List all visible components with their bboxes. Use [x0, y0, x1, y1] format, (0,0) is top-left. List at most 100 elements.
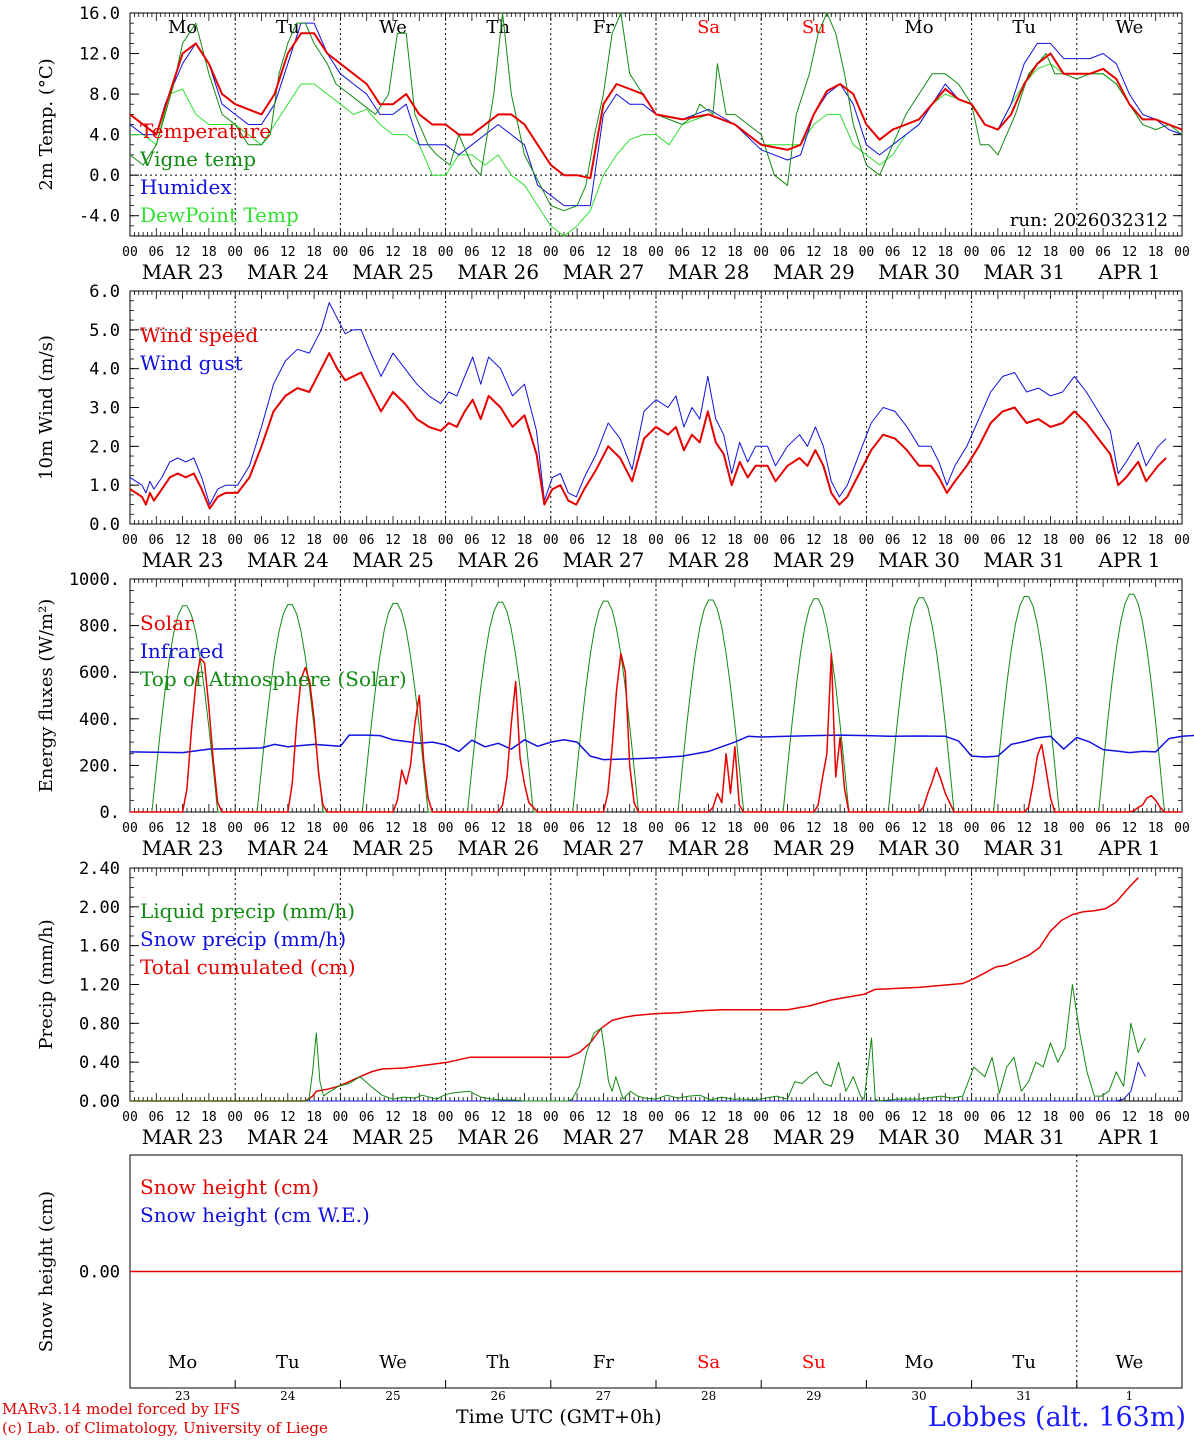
- hour-tick-label: 12: [280, 245, 296, 260]
- date-label: MAR 23: [142, 1125, 224, 1149]
- date-label: MAR 25: [352, 836, 434, 860]
- hour-tick-label: 00: [122, 1110, 138, 1125]
- hour-tick-label: 00: [859, 1110, 875, 1125]
- date-label: APR 1: [1097, 1125, 1160, 1149]
- y-tick-label: 6.0: [89, 282, 120, 302]
- y-tick-label: 4.0: [89, 360, 120, 380]
- date-label: MAR 31: [983, 548, 1065, 572]
- hour-tick-label: 00: [543, 533, 559, 548]
- series-line-infrared: [129, 734, 1194, 761]
- day-of-week-label: Fr: [593, 1352, 614, 1373]
- date-label: MAR 26: [457, 836, 539, 860]
- hour-tick-label: 00: [438, 245, 454, 260]
- hour-tick-label: 00: [648, 821, 664, 836]
- run-label: run: 2026032312: [1010, 210, 1168, 231]
- day-number-label: 27: [596, 1389, 611, 1403]
- hour-tick-label: 00: [753, 245, 769, 260]
- hour-tick-label: 12: [1016, 533, 1032, 548]
- hour-tick-label: 18: [1043, 821, 1059, 836]
- hour-tick-label: 06: [780, 1110, 796, 1125]
- hour-tick-label: 12: [1122, 245, 1138, 260]
- hour-tick-label: 00: [1069, 245, 1085, 260]
- hour-tick-label: 00: [753, 821, 769, 836]
- date-label: MAR 28: [668, 836, 750, 860]
- hour-tick-label: 18: [1148, 1110, 1164, 1125]
- date-label: MAR 26: [457, 548, 539, 572]
- legend-entry: Wind speed: [140, 323, 258, 347]
- day-of-week-label: Mo: [904, 17, 933, 38]
- day-number-label: 24: [280, 1389, 296, 1403]
- date-label: MAR 28: [668, 260, 750, 284]
- y-tick-label: 5.0: [89, 321, 120, 341]
- date-label: MAR 30: [878, 836, 960, 860]
- hour-tick-label: 06: [254, 1110, 270, 1125]
- date-label: MAR 27: [563, 1125, 645, 1149]
- date-label: MAR 31: [983, 836, 1065, 860]
- hour-tick-label: 12: [806, 821, 822, 836]
- hour-tick-label: 00: [1174, 533, 1190, 548]
- hour-tick-label: 12: [911, 533, 927, 548]
- hour-tick-label: 06: [254, 533, 270, 548]
- hour-tick-label: 06: [990, 245, 1006, 260]
- day-of-week-label: We: [379, 17, 407, 38]
- legend-entry: Snow height (cm): [140, 1175, 319, 1199]
- y-tick-label: 12.0: [79, 45, 120, 65]
- hour-tick-label: 18: [201, 533, 217, 548]
- hour-tick-label: 18: [517, 1110, 533, 1125]
- hour-tick-label: 00: [1069, 533, 1085, 548]
- hour-tick-label: 06: [990, 533, 1006, 548]
- hour-tick-label: 06: [464, 533, 480, 548]
- date-label: MAR 30: [878, 1125, 960, 1149]
- hour-tick-label: 00: [859, 245, 875, 260]
- hour-tick-label: 00: [438, 533, 454, 548]
- hour-tick-label: 00: [227, 245, 243, 260]
- hour-tick-label: 00: [648, 1110, 664, 1125]
- day-of-week-label: We: [379, 1352, 407, 1373]
- hour-tick-label: 12: [1122, 533, 1138, 548]
- hour-tick-label: 18: [306, 821, 322, 836]
- hour-tick-label: 18: [517, 821, 533, 836]
- hour-tick-label: 06: [569, 1110, 585, 1125]
- hour-tick-label: 06: [1095, 821, 1111, 836]
- y-tick-label: 1.0: [89, 476, 120, 496]
- day-of-week-label: Tu: [276, 17, 300, 38]
- hour-tick-label: 06: [885, 245, 901, 260]
- day-of-week-label: Mo: [168, 1352, 197, 1373]
- date-label: MAR 28: [668, 1125, 750, 1149]
- series-line-humidex: [129, 22, 1183, 207]
- hour-tick-label: 18: [832, 821, 848, 836]
- hour-tick-label: 12: [175, 1110, 191, 1125]
- day-of-week-label: Th: [486, 17, 510, 38]
- y-tick-label: 1.60: [79, 937, 120, 957]
- date-label: MAR 26: [457, 260, 539, 284]
- date-label: MAR 29: [773, 260, 855, 284]
- date-label: MAR 23: [142, 836, 224, 860]
- y-tick-label: 0.40: [79, 1053, 120, 1073]
- y-tick-label: 8.0: [89, 85, 120, 105]
- hour-tick-label: 18: [727, 821, 743, 836]
- day-number-label: 26: [491, 1389, 506, 1403]
- series-line-wind-speed: [129, 352, 1167, 510]
- hour-tick-label: 18: [201, 245, 217, 260]
- day-of-week-label: Mo: [904, 1352, 933, 1373]
- date-label: MAR 31: [983, 1125, 1065, 1149]
- hour-tick-label: 18: [306, 1110, 322, 1125]
- hour-tick-label: 00: [1174, 821, 1190, 836]
- hour-tick-label: 06: [148, 1110, 164, 1125]
- hour-tick-label: 18: [1043, 533, 1059, 548]
- hour-tick-label: 12: [490, 245, 506, 260]
- panel-temp: 00 06 12 18 00 06 12 18 00 06 12 18 00 06 12 18 00 06 12 18…: [36, 4, 1190, 284]
- hour-tick-label: 06: [254, 821, 270, 836]
- hour-tick-label: 12: [1016, 1110, 1032, 1125]
- hour-tick-label: 00: [859, 821, 875, 836]
- legend-entry: Liquid precip (mm/h): [140, 899, 355, 923]
- day-number-label: 31: [1017, 1389, 1032, 1403]
- day-of-week-label: Th: [486, 1352, 510, 1373]
- hour-tick-label: 06: [148, 821, 164, 836]
- hour-tick-label: 00: [648, 245, 664, 260]
- date-label: MAR 27: [563, 836, 645, 860]
- hour-tick-label: 12: [596, 1110, 612, 1125]
- y-axis-label: 10m Wind (m/s): [36, 335, 57, 480]
- date-label: APR 1: [1097, 260, 1160, 284]
- hour-tick-label: 18: [411, 245, 427, 260]
